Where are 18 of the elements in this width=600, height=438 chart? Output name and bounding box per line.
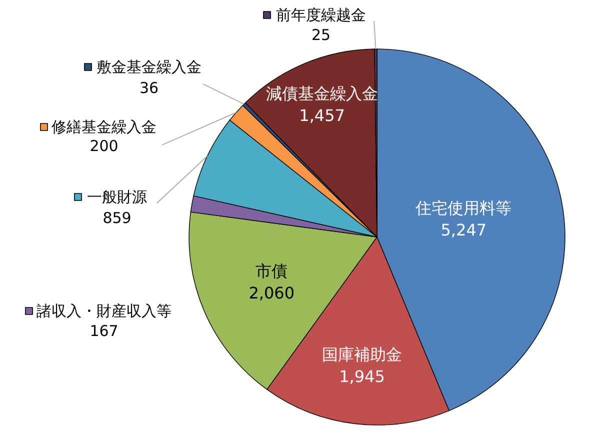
data-label: 859 [102, 209, 132, 227]
legend-label: 一般財源 [87, 188, 147, 206]
data-label: 2,060 [248, 283, 295, 302]
data-label: 200 [90, 137, 118, 155]
data-label: 1,945 [339, 366, 385, 386]
legend-label: 敷金基金繰入金 [96, 58, 202, 76]
legend-label: 前年度繰越金 [276, 6, 366, 24]
slice-label: 住宅使用料等 [414, 198, 512, 218]
legend-label: 諸収入・財産収入等 [36, 302, 172, 320]
slice-label: 減債基金繰入金 [266, 84, 378, 104]
data-label: 167 [90, 322, 118, 340]
legend-label: 修繕基金繰入金 [52, 118, 156, 136]
data-label: 1,457 [299, 106, 345, 126]
data-label: 25 [311, 26, 331, 44]
data-label: 5,247 [440, 220, 487, 240]
data-label: 36 [139, 79, 159, 97]
slice-label: 市債 [256, 261, 288, 280]
slice-label: 国庫補助金 [322, 344, 402, 364]
